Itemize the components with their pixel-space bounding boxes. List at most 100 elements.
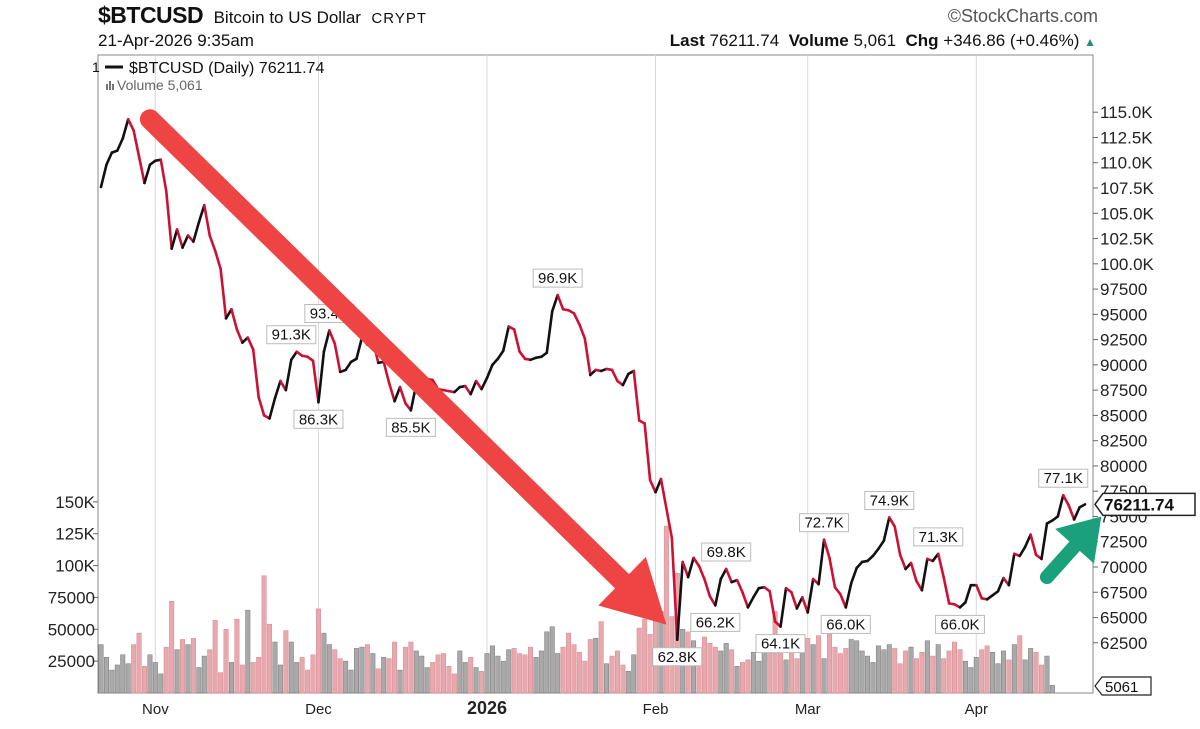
volume-bar: [207, 649, 213, 694]
price-segment: [235, 328, 244, 344]
price-segment: [996, 576, 1005, 593]
annotation-box: [820, 614, 871, 634]
volume-tick-label: 25000: [48, 652, 95, 671]
volume-bar: [979, 649, 985, 694]
price-segment: [181, 234, 190, 249]
volume-bar: [506, 649, 512, 694]
volume-bar: [305, 669, 311, 694]
volume-bar: [511, 648, 517, 694]
price-segment: [801, 596, 810, 614]
red-arrow-head: [598, 556, 667, 625]
volume-bar: [430, 662, 436, 694]
price-segment: [491, 357, 500, 367]
volume-bar: [740, 662, 745, 694]
volume-bar: [174, 649, 180, 694]
price-tick-label: 112.5K: [1100, 128, 1153, 147]
volume-bar: [1039, 664, 1044, 694]
volume-bar: [152, 662, 158, 694]
last-volume-label: 5061: [1105, 679, 1138, 696]
brand-link[interactable]: ©StockCharts.com: [947, 6, 1098, 26]
volume-bar: [859, 650, 865, 694]
annotation-label: 85.5K: [391, 419, 430, 436]
volume-bar: [294, 662, 300, 694]
annotation-box: [293, 409, 344, 429]
price-segment: [393, 385, 402, 403]
price-segment: [675, 560, 685, 642]
volume-bar: [136, 632, 142, 694]
volume-bar: [517, 653, 523, 694]
price-segment: [790, 590, 799, 610]
volume-bar: [533, 657, 539, 694]
price-segment: [480, 376, 489, 391]
price-segment: [1061, 493, 1070, 507]
volume-label: Volume: [788, 31, 849, 50]
last-volume-flag-shape: [1094, 676, 1152, 696]
volume-bar: [359, 646, 365, 694]
volume-bar: [761, 651, 767, 694]
volume-bar: [267, 623, 273, 694]
price-segment: [703, 577, 712, 598]
volume-bar: [854, 640, 860, 694]
volume-bar: [566, 632, 572, 694]
volume-bar: [968, 667, 974, 694]
annotation-label: 91.3K: [272, 327, 311, 344]
volume-bar: [125, 663, 131, 694]
price-tick-label: 80000: [1100, 457, 1147, 476]
price-segment: [501, 325, 511, 353]
price-segment: [697, 564, 706, 581]
volume-bar: [598, 621, 604, 694]
price-segment: [219, 267, 228, 320]
volume-bar: [392, 641, 398, 694]
volume-bar: [299, 657, 305, 694]
annotation-label: 66.0K: [940, 616, 979, 633]
volume-bar: [408, 641, 414, 694]
volume-bar: [196, 667, 202, 694]
volume-bar: [489, 645, 495, 694]
volume-bar: [169, 601, 175, 694]
volume-bar: [163, 646, 169, 694]
volume-bar: [935, 644, 941, 694]
annotation-label: 77.1K: [1044, 470, 1083, 487]
price-segment: [621, 372, 630, 387]
volume-bar: [729, 649, 735, 694]
annotation-box: [864, 490, 915, 510]
volume-bar: [1028, 648, 1034, 694]
volume-bar: [218, 672, 224, 694]
price-segment: [735, 578, 744, 594]
price-segment: [1056, 493, 1065, 518]
annotation-label: 86.3K: [299, 411, 338, 428]
volume-bar: [707, 643, 713, 694]
volume-bar: [837, 653, 843, 694]
price-segment: [485, 363, 494, 380]
price-segment: [898, 553, 907, 571]
price-segment: [871, 547, 880, 558]
volume-bar: [419, 655, 425, 694]
price-segment: [686, 556, 695, 579]
volume-bar: [832, 646, 838, 694]
volume-bar: [957, 649, 963, 694]
price-segment: [643, 422, 652, 482]
volume-bar: [582, 660, 588, 694]
volume-bar: [272, 641, 278, 694]
price-tick-label: 100.0K: [1100, 255, 1155, 274]
volume-bar: [984, 645, 990, 694]
volume-bar: [185, 644, 191, 694]
volume-bar: [560, 646, 566, 694]
volume-bar: [288, 641, 294, 694]
volume-bar: [234, 618, 240, 694]
price-segment: [284, 358, 293, 392]
volume-bar: [756, 660, 762, 694]
last-price-flag-shape: [1094, 492, 1196, 517]
volume-bar: [402, 646, 408, 694]
volume-bar: [642, 618, 648, 694]
last-label: Last: [669, 31, 705, 50]
volume-bar: [794, 658, 800, 694]
price-segment: [208, 234, 217, 252]
price-segment: [1040, 522, 1049, 561]
price-segment: [512, 328, 521, 354]
legend-volume-swatch: [106, 81, 114, 90]
price-segment: [1018, 545, 1027, 558]
volume-bar: [930, 655, 936, 694]
annotation-label: 96.9K: [538, 270, 577, 287]
